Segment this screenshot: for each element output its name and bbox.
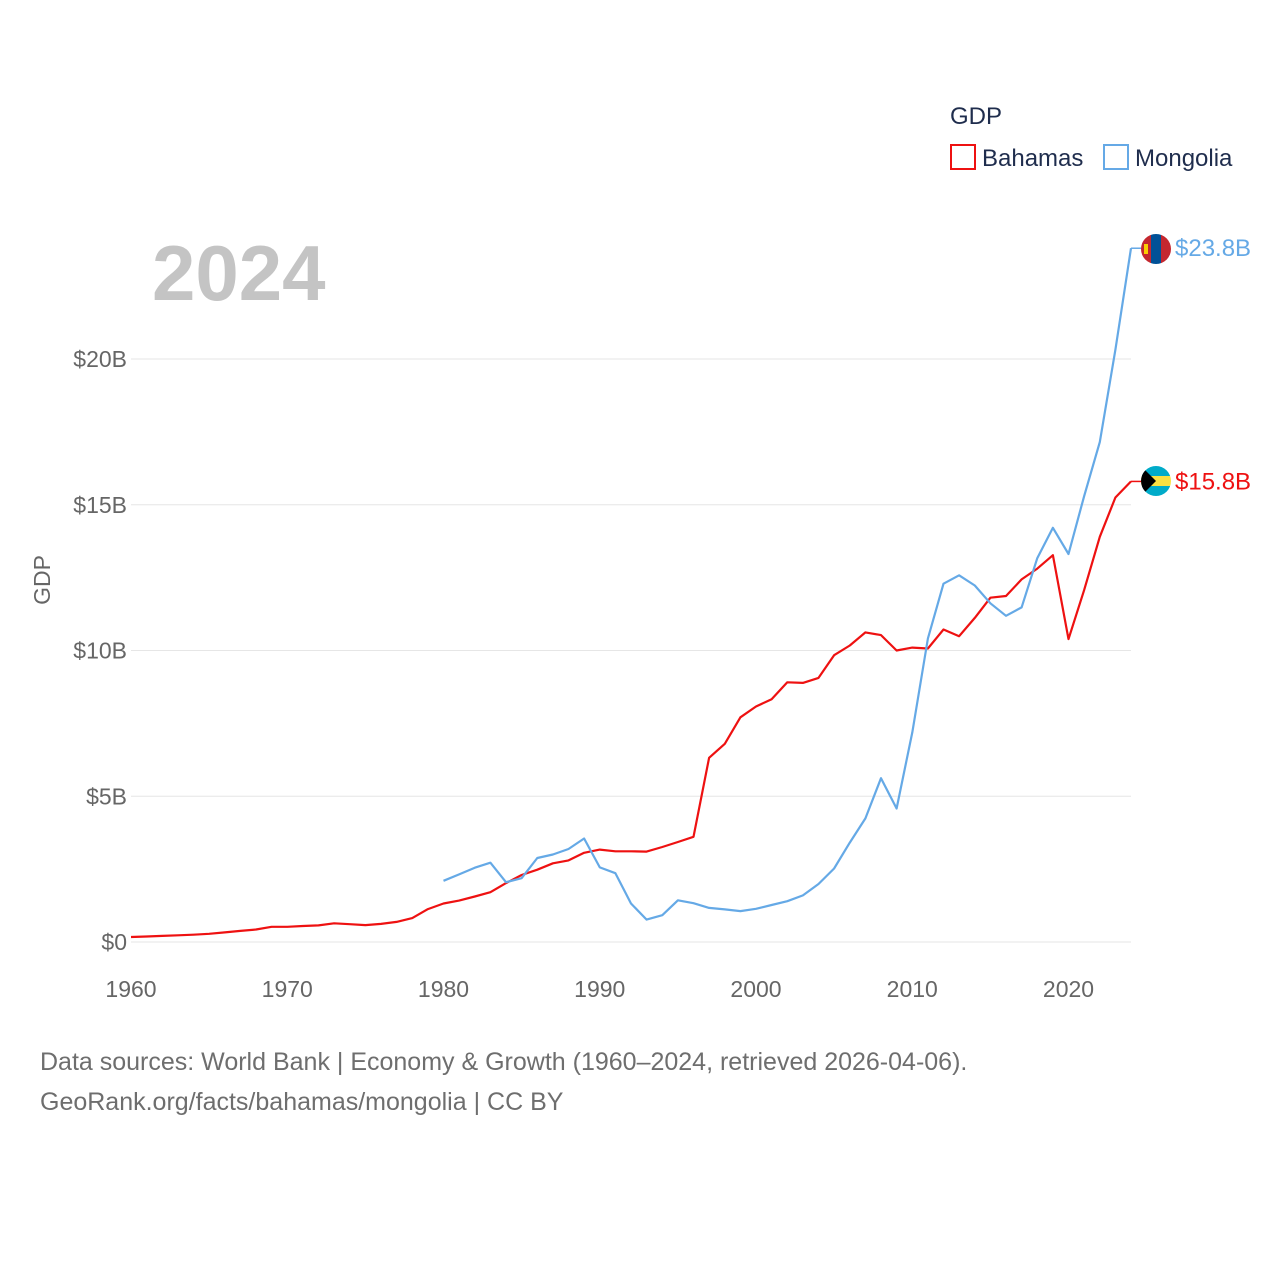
- series: [130, 248, 1133, 939]
- y-tick-label: $15B: [73, 492, 127, 518]
- y-tick-label: $0: [101, 929, 127, 955]
- x-tick-label: 1990: [574, 976, 625, 1002]
- legend-label-mongolia: Mongolia: [1135, 145, 1233, 172]
- x-tick-label: 1980: [418, 976, 469, 1002]
- x-tick-label: 1960: [105, 976, 156, 1002]
- series-line-mongolia: [443, 248, 1133, 921]
- x-tick-label: 2010: [887, 976, 938, 1002]
- year-label: 2024: [152, 229, 326, 317]
- x-axis-ticks: 1960 1970 1980 1990 2000 2010 2020: [105, 976, 1094, 1002]
- end-label-mongolia: $23.8B: [1175, 235, 1251, 262]
- legend-item-mongolia[interactable]: Mongolia: [1103, 144, 1233, 172]
- y-tick-label: $10B: [73, 638, 127, 664]
- series-line-bahamas: [130, 480, 1132, 939]
- source-line-1: Data sources: World Bank | Economy & Gro…: [40, 1048, 968, 1076]
- legend-title: GDP: [950, 103, 1002, 130]
- grid: [131, 358, 1131, 943]
- x-tick-label: 2020: [1043, 976, 1094, 1002]
- legend-swatch-mongolia: [1103, 144, 1129, 170]
- legend-item-bahamas[interactable]: Bahamas: [950, 144, 1083, 172]
- end-labels: $15.8B $23.8B: [1131, 235, 1251, 495]
- legend-label-bahamas: Bahamas: [982, 145, 1083, 172]
- mongolia-flag-icon: [1141, 234, 1171, 264]
- y-tick-label: $20B: [73, 346, 127, 372]
- bahamas-flag-icon: [1141, 466, 1171, 496]
- end-label-bahamas: $15.8B: [1175, 468, 1251, 495]
- legend-swatch-bahamas: [950, 144, 976, 170]
- source-line-2[interactable]: GeoRank.org/facts/bahamas/mongolia | CC …: [40, 1088, 564, 1116]
- x-tick-label: 2000: [730, 976, 781, 1002]
- y-axis-ticks: $0 $5B $10B $15B $20B: [73, 346, 127, 955]
- y-tick-label: $5B: [86, 783, 127, 809]
- y-axis-title: GDP: [29, 555, 55, 605]
- legend: GDP Bahamas Mongolia: [950, 103, 1233, 172]
- source-note: Data sources: World Bank | Economy & Gro…: [40, 1042, 967, 1122]
- gdp-chart: $0 $5B $10B $15B $20B 1960 1970 1980 1990 2000 20…: [29, 103, 1251, 1002]
- x-tick-label: 1970: [262, 976, 313, 1002]
